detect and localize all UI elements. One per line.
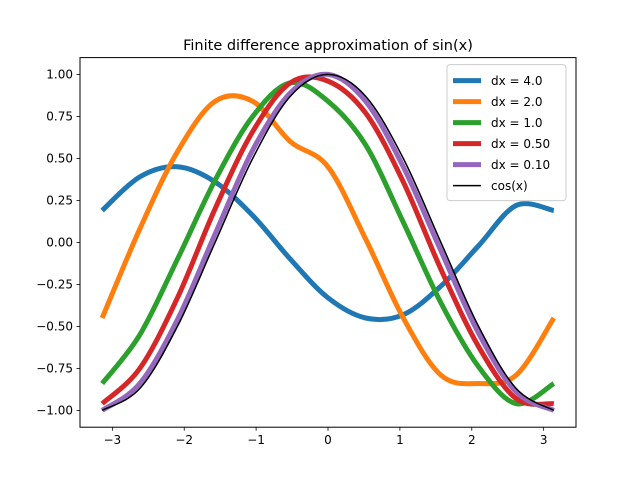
legend-label-4: dx = 0.10 — [491, 158, 550, 172]
legend-label-0: dx = 4.0 — [491, 74, 543, 88]
legend-label-1: dx = 2.0 — [491, 95, 543, 109]
legend: dx = 4.0 dx = 2.0 dx = 1.0 dx = 0.50 dx = 0.… — [446, 64, 567, 202]
y-tick-label: 0.00 — [46, 236, 73, 250]
y-tick-label: −0.50 — [36, 320, 73, 334]
y-tick-label: 1.00 — [46, 68, 73, 82]
series-line-3 — [100, 74, 555, 407]
y-tick-label: −0.25 — [36, 278, 73, 292]
x-tick-label: 1 — [396, 433, 404, 447]
x-tick-label: 3 — [540, 433, 548, 447]
legend-label-5: cos(x) — [491, 179, 528, 193]
x-tick-label: −1 — [247, 433, 265, 447]
plot-lines — [99, 71, 556, 413]
chart-title: Finite difference approximation of sin(x… — [183, 38, 473, 54]
y-tick-label: −0.75 — [36, 362, 73, 376]
legend-label-3: dx = 0.50 — [491, 137, 550, 151]
x-tick-label: −3 — [103, 433, 121, 447]
y-tick-label: 0.25 — [46, 194, 73, 208]
series-line-5 — [101, 73, 555, 412]
y-tick-label: 0.75 — [46, 110, 73, 124]
x-tick-label: 2 — [468, 433, 476, 447]
y-tick-label: −1.00 — [36, 404, 73, 418]
y-tick-label: 0.50 — [46, 152, 73, 166]
x-tick-label: −2 — [175, 433, 193, 447]
series-line-1 — [99, 93, 556, 387]
legend-label-2: dx = 1.0 — [491, 116, 543, 130]
x-axis: −3 −2 −1 0 1 2 3 — [103, 427, 547, 447]
y-axis: −1.00 −0.75 −0.50 −0.25 0.00 0.25 0.50 0.75 1.00 — [36, 68, 80, 418]
x-tick-label: 0 — [324, 433, 332, 447]
series-line-2 — [100, 79, 556, 407]
series-line-0 — [100, 164, 555, 323]
